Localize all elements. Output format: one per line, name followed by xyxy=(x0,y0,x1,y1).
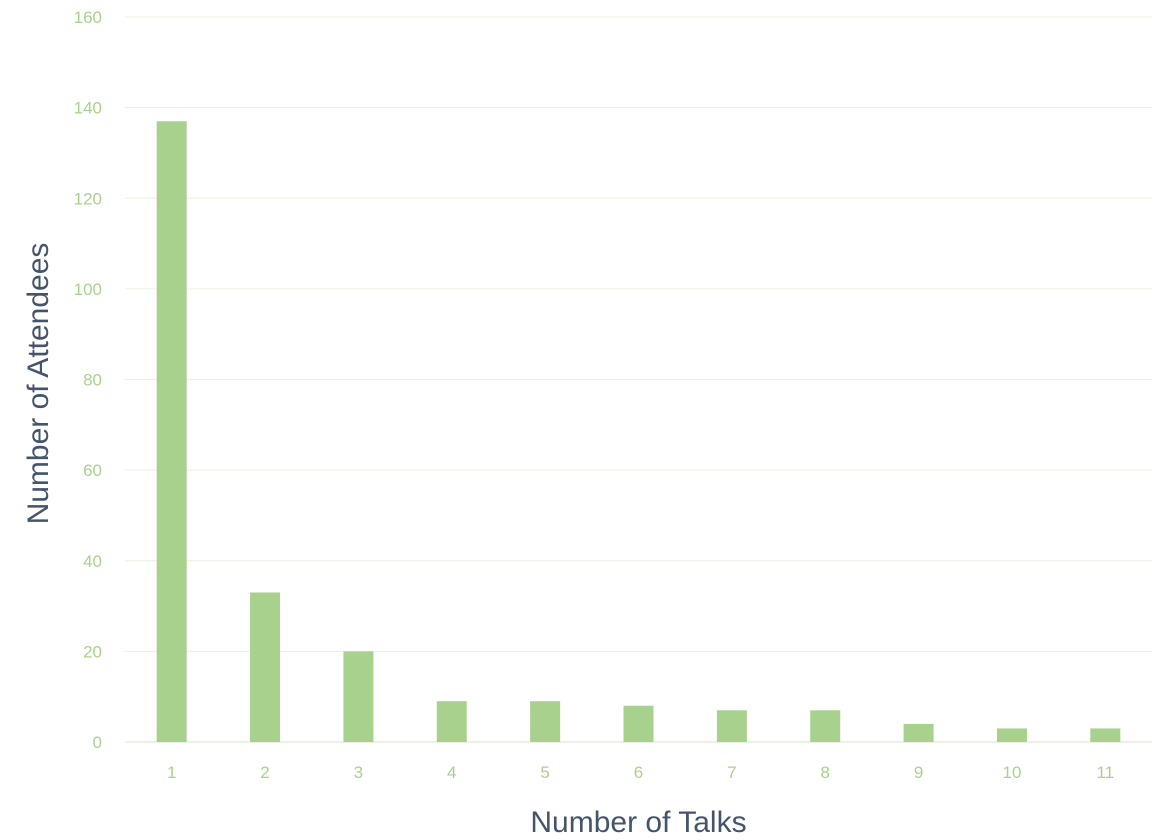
bar xyxy=(623,705,654,742)
bar xyxy=(716,710,747,742)
y-tick-label: 160 xyxy=(74,8,102,27)
y-tick-label: 140 xyxy=(74,99,102,118)
bar xyxy=(530,701,561,742)
bar xyxy=(250,592,281,742)
y-tick-label: 80 xyxy=(83,371,102,390)
bar xyxy=(903,723,934,742)
y-tick-label: 20 xyxy=(83,642,102,661)
x-tick-label: 8 xyxy=(820,763,829,782)
x-axis-title: Number of Talks xyxy=(530,806,746,839)
bar xyxy=(343,651,374,742)
x-tick-label: 2 xyxy=(260,763,269,782)
x-tick-label: 6 xyxy=(634,763,643,782)
x-tick-label: 9 xyxy=(914,763,923,782)
y-tick-label: 0 xyxy=(93,733,102,752)
x-axis-ticks: 1 2 3 4 5 6 7 8 9 10 11 xyxy=(167,763,1114,782)
y-tick-label: 40 xyxy=(83,552,102,571)
x-tick-label: 1 xyxy=(167,763,176,782)
y-tick-label: 120 xyxy=(74,189,102,208)
x-tick-label: 5 xyxy=(540,763,549,782)
x-tick-label: 3 xyxy=(354,763,363,782)
x-tick-label: 11 xyxy=(1096,763,1114,782)
gridlines xyxy=(125,16,1152,743)
bar xyxy=(156,121,187,742)
bar xyxy=(1090,728,1121,742)
x-tick-label: 10 xyxy=(1002,763,1021,782)
bar xyxy=(436,701,467,742)
y-axis-ticks: 0 20 40 60 80 100 120 140 160 xyxy=(74,8,102,752)
y-tick-label: 60 xyxy=(83,461,102,480)
x-tick-label: 4 xyxy=(447,763,456,782)
bar xyxy=(996,728,1027,742)
y-tick-label: 100 xyxy=(74,280,102,299)
x-tick-label: 7 xyxy=(727,763,736,782)
bars xyxy=(156,121,1121,742)
bar xyxy=(810,710,841,742)
y-axis-title: Number of Attendees xyxy=(22,243,55,525)
